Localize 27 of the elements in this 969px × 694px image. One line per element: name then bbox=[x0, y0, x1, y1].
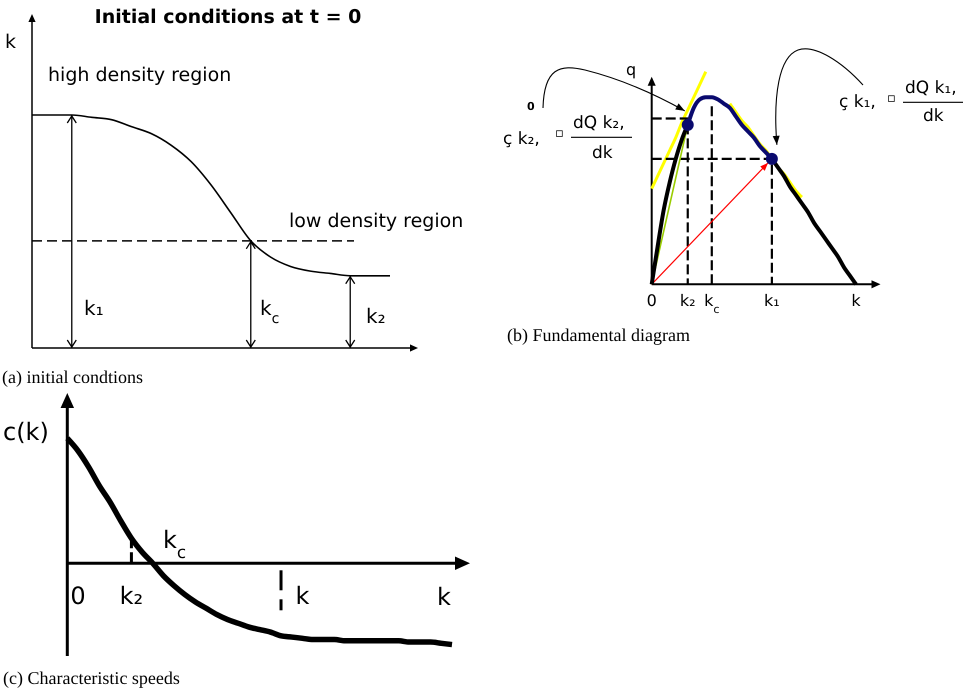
text: ▫ bbox=[887, 91, 896, 106]
x-tick-label: k₂ bbox=[680, 291, 696, 310]
text: dQ k₂, bbox=[573, 113, 625, 133]
x-tick-label: 0 bbox=[646, 291, 657, 310]
x-tick-label: k bbox=[851, 291, 862, 310]
text: ▫ bbox=[555, 126, 564, 141]
text: ç k₂, bbox=[503, 129, 540, 149]
y-axis-title: k bbox=[5, 31, 16, 53]
x-tick-label: k₁ bbox=[764, 291, 780, 310]
text: dk bbox=[592, 143, 613, 163]
annotation: k$_{c}$ bbox=[163, 526, 186, 562]
y-axis-title: q bbox=[626, 60, 636, 79]
chart-title: Initial conditions at t = 0 bbox=[94, 6, 362, 28]
text: 0 bbox=[527, 100, 535, 113]
text: dQ k₁, bbox=[905, 78, 957, 98]
text: high density region bbox=[48, 64, 232, 86]
annotation: low density region bbox=[289, 210, 464, 232]
text: (a) initial condtions bbox=[2, 367, 143, 387]
annotation: ç k₁, bbox=[839, 92, 876, 112]
text: dk bbox=[923, 106, 944, 126]
x-tick-label: 0 bbox=[70, 582, 86, 610]
x-tick-label: k$_{c}$ bbox=[704, 291, 720, 316]
y-axis-title: c(k) bbox=[3, 418, 49, 446]
text: (b) Fundamental diagram bbox=[507, 325, 690, 345]
x-tick-label: k bbox=[295, 582, 310, 610]
x-tick-label: k₂ bbox=[120, 582, 144, 610]
text: (c) Characteristic speeds bbox=[3, 668, 180, 688]
